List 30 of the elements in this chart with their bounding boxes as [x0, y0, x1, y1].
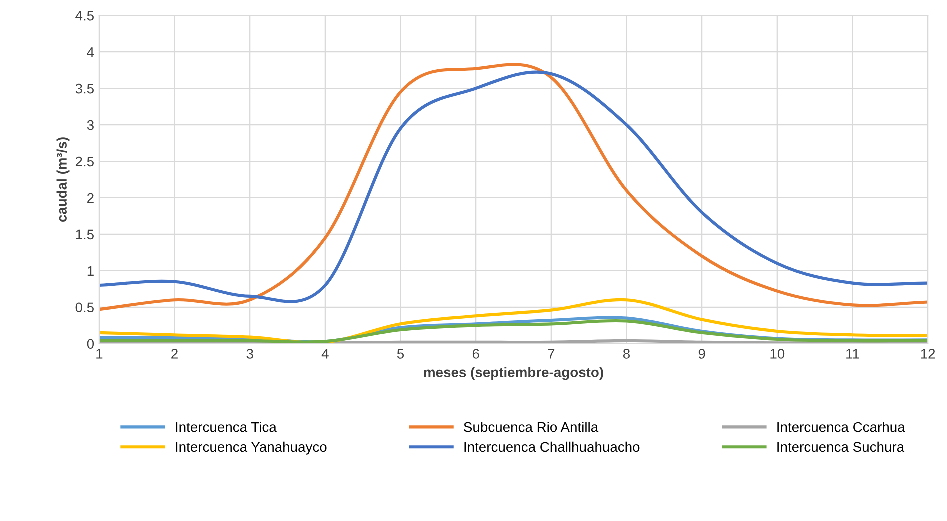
- y-tick-label: 3: [87, 120, 94, 130]
- x-tick-label: 10: [770, 349, 785, 359]
- y-tick-label: 2.5: [76, 156, 94, 167]
- y-tick-label: 4.5: [76, 11, 94, 21]
- y-tick-label: 1.5: [76, 230, 94, 240]
- y-tick-label: 4: [87, 48, 94, 58]
- y-tick-label: 2: [88, 193, 94, 204]
- x-tick-label: 11: [846, 349, 860, 359]
- x-tick-label: 8: [623, 349, 630, 359]
- legend-label: Intercuenca Suchura: [778, 442, 905, 452]
- legend-label: Subcuenca Rio Antilla: [464, 422, 599, 432]
- y-tick-label: 0.5: [76, 302, 94, 313]
- x-tick-label: 5: [397, 349, 404, 359]
- x-tick-label: 7: [548, 349, 555, 359]
- x-tick-label: 2: [172, 349, 178, 359]
- x-axis-title: meses (septiembre-agosto): [424, 367, 604, 380]
- x-tick-label: 12: [921, 349, 936, 359]
- x-tick-label: 1: [96, 349, 103, 359]
- x-tick-label: 4: [322, 349, 329, 359]
- y-tick-label: 1: [88, 266, 94, 276]
- legend-label: Intercuenca Tica: [176, 422, 277, 432]
- y-tick-label: 0: [87, 339, 94, 350]
- x-tick-label: 3: [246, 349, 254, 359]
- x-tick-label: 6: [472, 349, 480, 359]
- legend-label: Intercuenca Ccarhua: [778, 422, 906, 432]
- legend-label: Intercuenca Yanahuayco: [176, 442, 327, 455]
- y-axis-title: caudal (m³/s): [56, 138, 70, 222]
- y-tick-label: 3.5: [76, 84, 94, 94]
- legend-label: Intercuenca Challhuahuacho: [464, 442, 640, 452]
- x-tick-label: 9: [698, 349, 706, 359]
